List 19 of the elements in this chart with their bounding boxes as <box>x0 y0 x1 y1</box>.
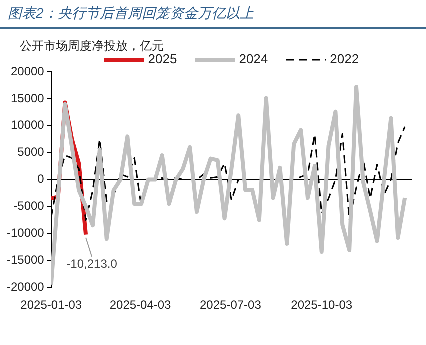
legend-label: 2024 <box>239 52 268 67</box>
x-tick-label: 2025-04-03 <box>110 298 172 312</box>
y-tick-label: 10000 <box>10 118 45 132</box>
y-tick-label: 15000 <box>10 91 45 106</box>
y-axis-title: 公开市场周度净投放，亿元 <box>20 38 164 54</box>
legend-label: 2022 <box>330 52 360 67</box>
y-tick-label: -15000 <box>6 252 45 267</box>
x-tick-label: 2025-07-03 <box>200 298 262 312</box>
y-tick-label: 0 <box>38 172 45 186</box>
chart-title: 图表2：央行节后首周回笼资金万亿以上 <box>8 5 254 23</box>
y-tick-label: -5000 <box>14 199 45 214</box>
x-tick-label: 2025-01-03 <box>20 298 82 312</box>
y-tick-label: 20000 <box>10 64 45 78</box>
y-tick-label: 5000 <box>18 145 45 160</box>
y-tick-label: -10000 <box>6 226 45 240</box>
annotation: -10,213.0 <box>66 257 118 272</box>
y-tick-label: -20000 <box>6 280 45 294</box>
legend-label: 2025 <box>148 52 178 67</box>
x-tick-label: 2025-10-03 <box>291 298 353 312</box>
